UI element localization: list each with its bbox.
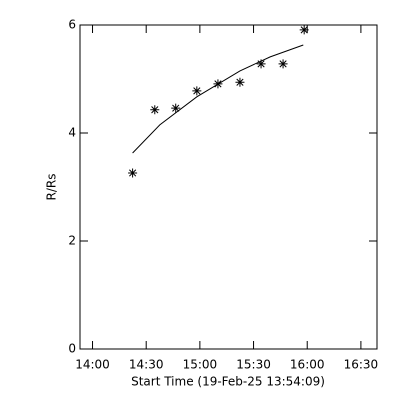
- y-tick-label: 2: [68, 234, 76, 248]
- x-tick-label: 15:30: [236, 358, 271, 372]
- data-point: [235, 77, 245, 87]
- plot-frame: [79, 24, 378, 350]
- x-tick-label: 16:30: [344, 358, 379, 372]
- y-axis-label: R/Rs: [45, 174, 59, 201]
- y-tick-label: 0: [68, 342, 76, 356]
- data-point: [192, 86, 202, 96]
- x-tick-label: 15:00: [183, 358, 218, 372]
- x-tick-label: 14:30: [129, 358, 164, 372]
- fit-line: [132, 44, 304, 154]
- data-point: [128, 168, 138, 178]
- data-point: [256, 59, 266, 69]
- data-point: [299, 25, 309, 35]
- y-tick-label: 4: [68, 126, 76, 140]
- x-axis-label: Start Time (19-Feb-25 13:54:09): [131, 375, 325, 389]
- data-point: [150, 105, 160, 115]
- data-point: [278, 59, 288, 69]
- data-point: [171, 103, 181, 113]
- x-tick-label: 16:00: [290, 358, 325, 372]
- y-tick-label: 6: [68, 18, 76, 32]
- x-tick-label: 14:00: [75, 358, 110, 372]
